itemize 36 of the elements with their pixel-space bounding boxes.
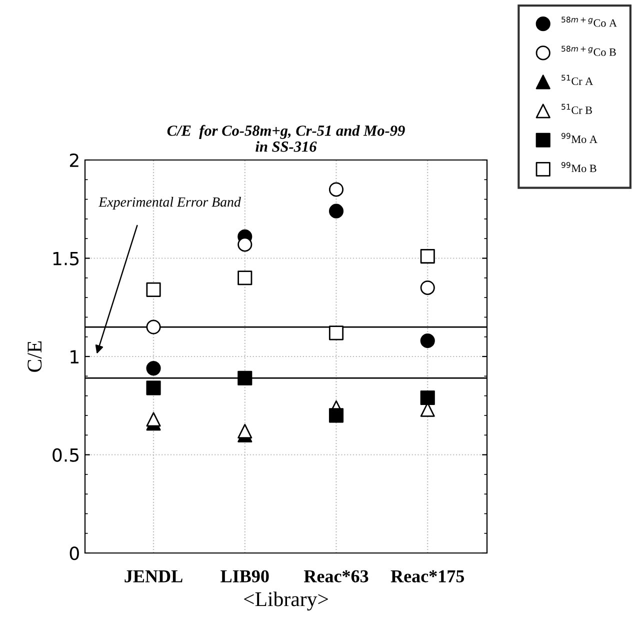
legend-label: $^{99}$Mo B [561,162,596,172]
point [328,204,344,218]
legend-label: $^{99}$Mo A [561,132,598,144]
point [328,326,344,340]
point [420,333,435,348]
point [146,361,161,376]
point [238,237,252,252]
legend-label: $^{51}$Cr A [562,74,594,85]
point [238,270,252,286]
point [146,412,161,427]
point [420,249,435,264]
x-tick-label: Reac*63 [304,570,368,582]
point [146,320,161,334]
y-axis-title: C/E [28,341,42,372]
y-tick-label: 0 [70,546,79,560]
x-tick-label: JENDL [124,570,182,582]
point [238,370,252,386]
point [420,390,435,406]
x-tick-label: Reac*175 [390,570,464,582]
legend-label: $^{58m+g}$Co B [562,46,616,56]
x-tick-label: LIB90 [220,570,269,582]
x-axis-title: <Library> [244,592,328,611]
y-tick-label: 1.5 [53,252,79,266]
chart-title: C/E for Co-58m+g, Cr-51 and Mo-99 in SS-316 [167,124,405,152]
point [238,424,252,438]
y-tick-label: 1 [70,350,78,364]
y-tick-label: 0.5 [52,448,79,462]
point [328,182,344,197]
y-tick-label: 2 [70,153,78,167]
legend-label: $^{58m+g}$Co A [562,16,617,27]
point [146,282,161,297]
point [146,380,161,396]
point [328,408,344,423]
point [420,280,435,296]
legend-label: $^{51}$Cr B [562,104,592,114]
annotation: Experimental Error Band [98,196,241,210]
